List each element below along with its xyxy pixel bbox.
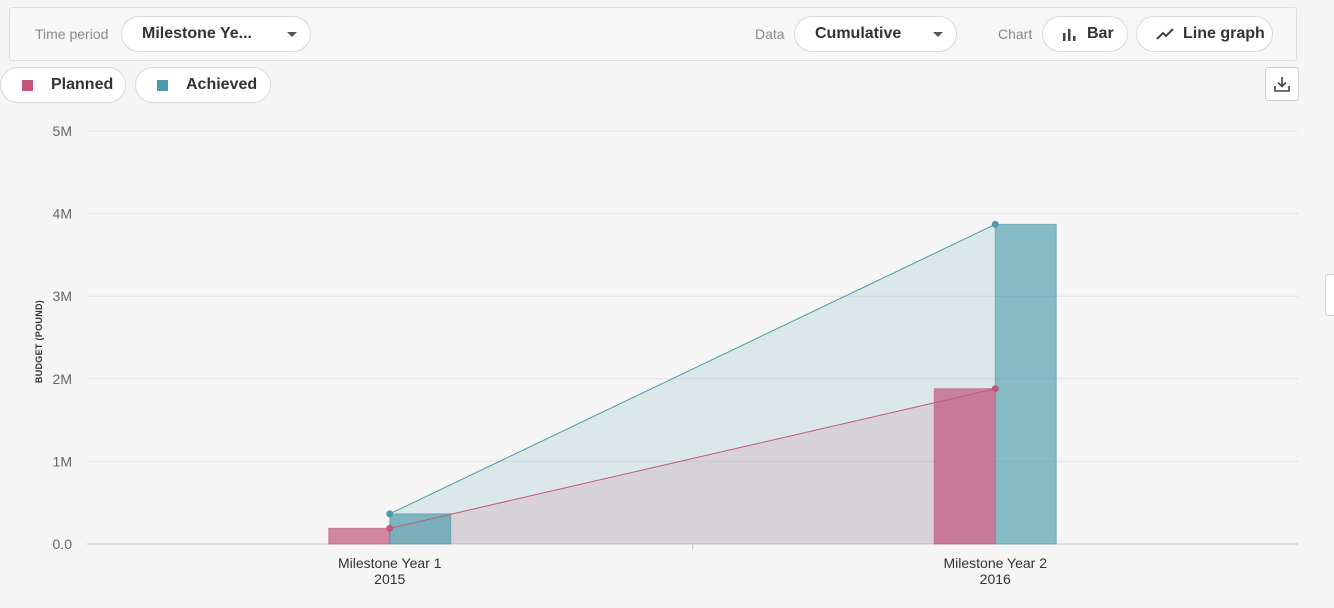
legend-label-planned: Planned: [51, 76, 114, 93]
chevron-down-icon: [933, 32, 943, 37]
line-chart-icon: [1156, 28, 1174, 40]
line-achieved: [389, 223, 996, 515]
y-axis-title: BUDGET (POUND): [34, 300, 44, 383]
legend-label-achieved: Achieved: [186, 76, 258, 93]
legend-item-achieved[interactable]: Achieved: [135, 67, 271, 103]
y-tick-label: 2M: [53, 371, 72, 387]
area-planned: [389, 388, 996, 544]
bar-chart-button[interactable]: Bar: [1042, 16, 1128, 52]
bars: [328, 223, 1057, 545]
point-planned[interactable]: [386, 524, 394, 532]
time-period-select[interactable]: Milestone Ye...: [121, 16, 311, 52]
planned-swatch-icon: [22, 79, 33, 91]
legend-item-planned[interactable]: Planned: [0, 67, 126, 103]
y-tick-label: 1M: [53, 453, 72, 469]
y-tick-label: 5M: [53, 123, 72, 139]
area-fills: [389, 224, 996, 544]
x-tick-label: 2015: [374, 571, 405, 587]
point-planned[interactable]: [991, 385, 999, 393]
y-tick-label: 4M: [53, 206, 72, 222]
data-mode-value: Cumulative: [815, 25, 902, 42]
series-lines: [386, 220, 999, 532]
point-achieved[interactable]: [386, 510, 394, 518]
point-achieved[interactable]: [991, 220, 999, 228]
bar-planned[interactable]: [328, 527, 391, 545]
time-period-value: Milestone Ye...: [142, 25, 252, 42]
bar-achieved[interactable]: [389, 513, 452, 545]
bar-planned[interactable]: [933, 388, 996, 545]
chart-type-label: Chart: [998, 26, 1033, 42]
line-graph-button[interactable]: Line graph: [1136, 16, 1273, 52]
x-tick-label: Milestone Year 2: [943, 555, 1047, 571]
download-button[interactable]: [1265, 67, 1299, 101]
chart-toolbar: Time period Milestone Ye... Data Cumulat…: [9, 7, 1297, 61]
data-label: Data: [755, 26, 785, 42]
chevron-down-icon: [287, 32, 297, 37]
download-icon: [1274, 77, 1290, 92]
x-tick-label: 2016: [980, 571, 1011, 587]
gridlines: [87, 130, 1298, 550]
bar-achieved[interactable]: [994, 223, 1057, 545]
bar-chart-icon: [1063, 29, 1076, 41]
side-panel-tab[interactable]: [1325, 274, 1334, 316]
time-period-label: Time period: [35, 26, 109, 42]
bar-button-label: Bar: [1087, 25, 1114, 42]
y-tick-label: 0.0: [53, 536, 73, 552]
y-tick-label: 3M: [53, 288, 72, 304]
line-planned: [389, 388, 996, 529]
achieved-swatch-icon: [157, 79, 168, 91]
data-mode-select[interactable]: Cumulative: [794, 16, 957, 52]
x-tick-label: Milestone Year 1: [338, 555, 442, 571]
line-button-label: Line graph: [1183, 25, 1265, 42]
area-achieved: [389, 224, 996, 544]
